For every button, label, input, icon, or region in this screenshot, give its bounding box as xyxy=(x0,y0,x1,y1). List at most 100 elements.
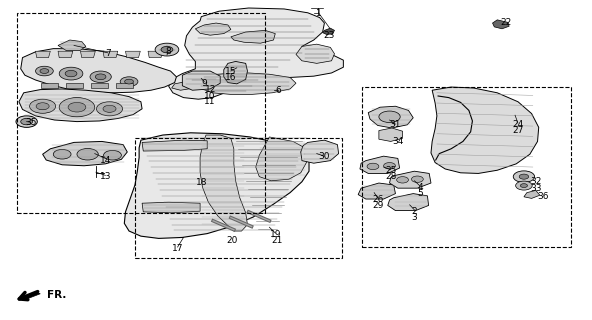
Circle shape xyxy=(384,163,395,169)
Polygon shape xyxy=(301,140,339,163)
Text: 8: 8 xyxy=(166,47,172,56)
Polygon shape xyxy=(524,190,540,198)
Bar xyxy=(41,83,58,88)
Circle shape xyxy=(124,79,133,84)
Circle shape xyxy=(59,67,83,80)
Polygon shape xyxy=(142,202,200,213)
Text: 9: 9 xyxy=(201,79,207,88)
Text: 26: 26 xyxy=(372,195,384,204)
Polygon shape xyxy=(296,44,334,63)
Polygon shape xyxy=(323,28,334,35)
Polygon shape xyxy=(195,73,296,94)
Polygon shape xyxy=(19,89,142,122)
Circle shape xyxy=(16,116,37,127)
Text: 17: 17 xyxy=(172,244,184,253)
Bar xyxy=(116,83,133,88)
Text: 36: 36 xyxy=(538,192,549,201)
Circle shape xyxy=(21,118,33,125)
Text: 21: 21 xyxy=(271,236,283,245)
Circle shape xyxy=(379,111,400,123)
Circle shape xyxy=(95,74,106,80)
Bar xyxy=(66,83,83,88)
Text: 23: 23 xyxy=(323,31,334,40)
Circle shape xyxy=(36,103,49,110)
Polygon shape xyxy=(224,61,247,84)
Text: 7: 7 xyxy=(105,49,111,58)
Polygon shape xyxy=(390,171,431,188)
Circle shape xyxy=(104,150,121,160)
Circle shape xyxy=(53,149,71,159)
Text: 35: 35 xyxy=(25,118,37,127)
Text: 16: 16 xyxy=(225,73,237,82)
Polygon shape xyxy=(19,292,40,300)
Circle shape xyxy=(103,105,116,112)
Text: 25: 25 xyxy=(385,166,397,175)
Text: 15: 15 xyxy=(225,67,237,76)
Polygon shape xyxy=(103,51,118,58)
Text: 14: 14 xyxy=(99,156,111,164)
Text: 32: 32 xyxy=(530,177,542,186)
Polygon shape xyxy=(388,194,429,211)
Text: 19: 19 xyxy=(269,230,281,239)
Circle shape xyxy=(516,181,532,190)
Text: 6: 6 xyxy=(275,86,281,95)
Circle shape xyxy=(367,163,379,170)
Circle shape xyxy=(513,171,535,182)
Text: 22: 22 xyxy=(500,18,512,27)
Polygon shape xyxy=(358,183,395,199)
Text: 30: 30 xyxy=(318,152,330,161)
Text: FR.: FR. xyxy=(47,290,66,300)
Polygon shape xyxy=(124,133,309,238)
Text: 29: 29 xyxy=(372,201,384,210)
Bar xyxy=(362,87,571,247)
Polygon shape xyxy=(148,51,163,58)
Circle shape xyxy=(77,148,98,160)
Polygon shape xyxy=(43,141,127,166)
Circle shape xyxy=(30,99,56,113)
Polygon shape xyxy=(81,51,95,58)
Text: 34: 34 xyxy=(392,137,404,146)
Polygon shape xyxy=(142,140,207,151)
Circle shape xyxy=(161,46,173,53)
Polygon shape xyxy=(256,137,308,181)
Polygon shape xyxy=(172,80,198,90)
Text: 18: 18 xyxy=(195,178,207,187)
Text: 11: 11 xyxy=(204,97,216,106)
Polygon shape xyxy=(231,30,275,43)
Circle shape xyxy=(519,174,529,179)
Bar xyxy=(91,83,108,88)
Text: 1: 1 xyxy=(316,9,321,18)
Text: 12: 12 xyxy=(204,85,216,94)
Polygon shape xyxy=(431,87,539,173)
Text: 13: 13 xyxy=(99,172,111,180)
Polygon shape xyxy=(493,20,509,29)
Circle shape xyxy=(120,77,138,86)
Text: 20: 20 xyxy=(226,236,238,245)
Polygon shape xyxy=(182,71,220,90)
Circle shape xyxy=(155,43,179,56)
Polygon shape xyxy=(368,106,413,128)
Polygon shape xyxy=(200,135,247,231)
Text: 3: 3 xyxy=(411,213,417,222)
Circle shape xyxy=(40,69,49,74)
Circle shape xyxy=(36,66,53,76)
Text: 31: 31 xyxy=(390,120,401,129)
Text: 27: 27 xyxy=(512,126,524,135)
Polygon shape xyxy=(36,51,50,58)
Polygon shape xyxy=(58,51,73,58)
Circle shape xyxy=(59,98,95,117)
Circle shape xyxy=(65,70,77,77)
Polygon shape xyxy=(21,49,176,93)
Polygon shape xyxy=(126,51,140,58)
Text: 5: 5 xyxy=(417,189,423,198)
Polygon shape xyxy=(360,156,400,173)
Text: 10: 10 xyxy=(204,92,216,100)
Circle shape xyxy=(397,177,408,183)
Bar xyxy=(135,138,342,258)
Circle shape xyxy=(68,102,86,112)
Text: 2: 2 xyxy=(411,207,417,216)
Bar xyxy=(17,13,265,213)
Text: 4: 4 xyxy=(417,183,423,192)
Polygon shape xyxy=(58,40,86,51)
Circle shape xyxy=(90,71,111,83)
